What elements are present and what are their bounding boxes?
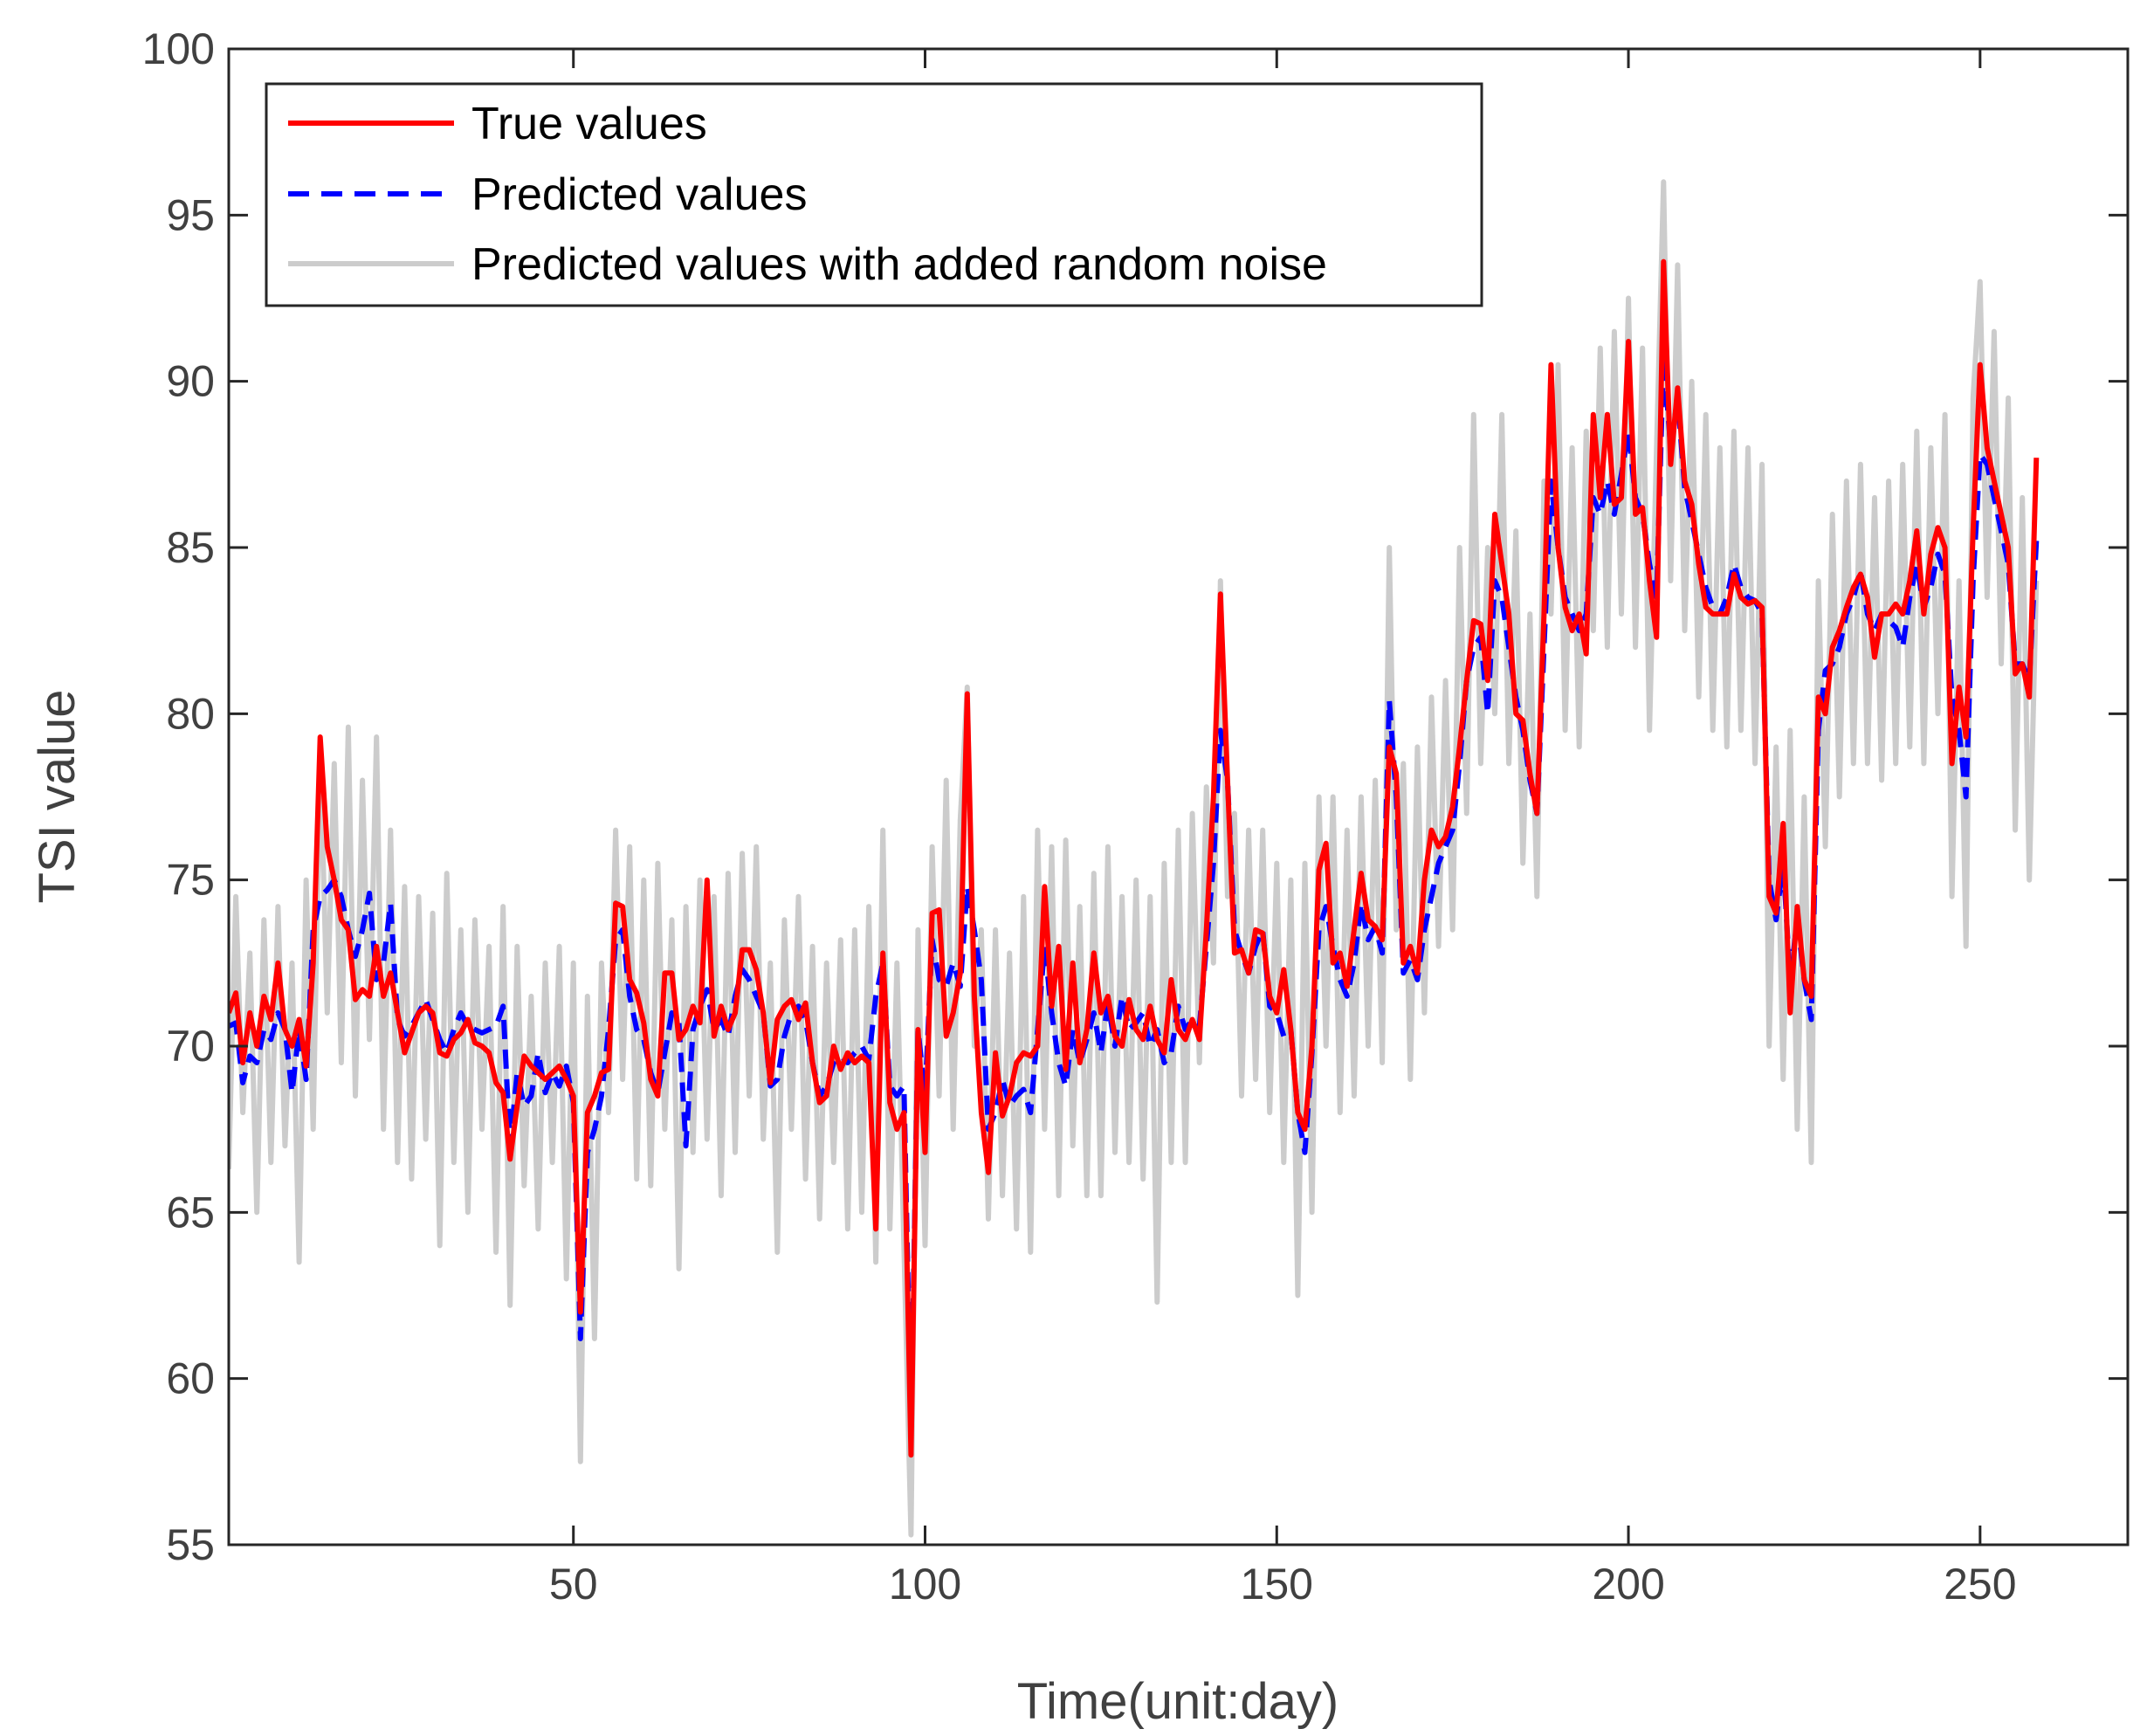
y-tick-label: 65 xyxy=(166,1188,215,1237)
x-tick-label: 100 xyxy=(889,1560,961,1609)
legend-label-predicted: Predicted values xyxy=(471,169,807,220)
x-axis-title: Time(unit:day) xyxy=(1017,1673,1339,1730)
predicted-values-line xyxy=(229,352,2040,1431)
y-tick-label: 90 xyxy=(166,357,215,406)
y-tick-label: 70 xyxy=(166,1022,215,1071)
x-tick-label: 50 xyxy=(549,1560,598,1609)
y-tick-label: 80 xyxy=(166,689,215,738)
true-values-line xyxy=(229,258,2040,1458)
tick-layer: 50 100 150 200 250 55 60 65 70 75 80 85 90 95 100 xyxy=(142,24,2128,1609)
y-tick-label: 95 xyxy=(166,190,215,239)
y-tick-label: 60 xyxy=(166,1354,215,1403)
legend: True values Predicted values Predicted v… xyxy=(265,82,1483,307)
y-tick-label: 100 xyxy=(142,24,215,73)
plot-frame xyxy=(227,47,2130,1547)
series-layer xyxy=(229,179,2040,1538)
y-tick-label: 55 xyxy=(166,1520,215,1569)
x-tick-label: 250 xyxy=(1944,1560,2016,1609)
y-tick-label: 85 xyxy=(166,523,215,572)
y-tick-label: 75 xyxy=(166,856,215,905)
x-tick-label: 150 xyxy=(1241,1560,1313,1609)
legend-label-noise: Predicted values with added random noise xyxy=(471,239,1327,290)
x-tick-label: 200 xyxy=(1592,1560,1664,1609)
legend-box xyxy=(265,82,1483,307)
legend-label-true: True values xyxy=(471,99,707,149)
y-axis-title: TSI value xyxy=(29,690,86,904)
